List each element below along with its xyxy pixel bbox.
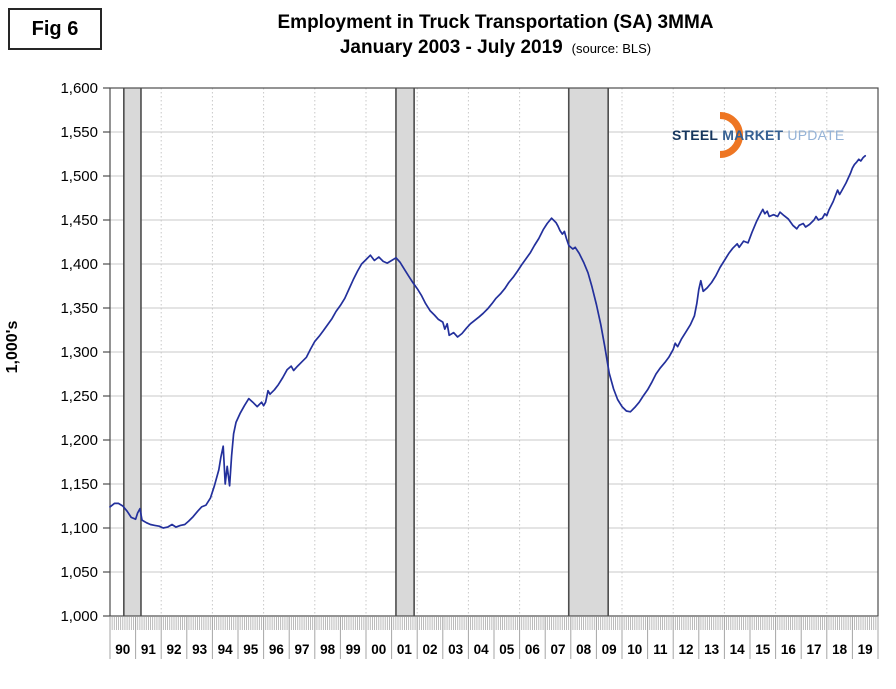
x-tick-label: 14 xyxy=(730,642,746,657)
x-tick-label: 09 xyxy=(602,642,617,657)
y-tick-label: 1,100 xyxy=(60,520,98,537)
x-tick-label: 90 xyxy=(115,642,130,657)
x-tick-label: 04 xyxy=(474,642,490,657)
y-tick-label: 1,550 xyxy=(60,124,98,141)
chart-title: Employment in Truck Transportation (SA) … xyxy=(277,12,714,33)
logo-crescent-icon xyxy=(719,112,743,158)
x-tick-label: 17 xyxy=(806,642,821,657)
y-tick-label: 1,450 xyxy=(60,212,98,229)
x-tick-label: 11 xyxy=(653,642,668,657)
x-tick-label: 96 xyxy=(269,642,285,657)
x-tick-label: 94 xyxy=(218,642,234,657)
x-tick-label: 06 xyxy=(525,642,541,657)
y-tick-label: 1,300 xyxy=(60,344,98,361)
figure-number-box: Fig 6 xyxy=(8,8,102,50)
steel-market-update-logo: STEEL MARKET UPDATE xyxy=(668,112,844,158)
chart-header: Employment in Truck Transportation (SA) … xyxy=(95,10,896,61)
recession-band xyxy=(123,88,141,616)
x-tick-label: 19 xyxy=(858,642,873,657)
x-tick-label: 16 xyxy=(781,642,797,657)
x-tick-label: 93 xyxy=(192,642,208,657)
x-tick-label: 03 xyxy=(448,642,464,657)
x-tick-label: 12 xyxy=(678,642,693,657)
figure-number-label: Fig 6 xyxy=(31,17,79,40)
x-tick-label: 07 xyxy=(550,642,565,657)
y-tick-label: 1,200 xyxy=(60,432,98,449)
x-tick-label: 15 xyxy=(755,642,771,657)
y-tick-label: 1,400 xyxy=(60,256,98,273)
x-tick-label: 92 xyxy=(166,642,181,657)
employment-line-series xyxy=(109,154,867,529)
x-tick-label: 91 xyxy=(141,642,157,657)
y-tick-label: 1,500 xyxy=(60,168,98,185)
x-tick-label: 10 xyxy=(627,642,642,657)
x-tick-label: 00 xyxy=(371,642,386,657)
x-tick-label: 97 xyxy=(294,642,309,657)
chart-source-note: (source: BLS) xyxy=(571,41,652,56)
x-tick-label: 08 xyxy=(576,642,592,657)
x-tick-label: 18 xyxy=(832,642,848,657)
y-tick-label: 1,000 xyxy=(60,608,98,625)
logo-word-market: MARKET xyxy=(722,127,784,143)
x-tick-label: 98 xyxy=(320,642,336,657)
x-tick-label: 02 xyxy=(422,642,437,657)
recession-band xyxy=(568,88,609,616)
y-tick-label: 1,250 xyxy=(60,388,98,405)
y-tick-label: 1,600 xyxy=(60,80,98,97)
chart-subtitle: January 2003 - July 2019 (source: BLS) xyxy=(95,36,896,61)
y-tick-label: 1,350 xyxy=(60,300,98,317)
logo-wordmark: STEEL MARKET UPDATE xyxy=(672,127,844,143)
x-tick-label: 99 xyxy=(346,642,361,657)
logo-word-steel: STEEL xyxy=(672,127,719,143)
recession-band xyxy=(395,88,415,616)
x-tick-label: 13 xyxy=(704,642,720,657)
x-tick-label: 05 xyxy=(499,642,515,657)
chart-subtitle-dates: January 2003 - July 2019 xyxy=(339,37,563,58)
logo-word-update: UPDATE xyxy=(787,127,845,143)
x-tick-label: 95 xyxy=(243,642,259,657)
x-tick-label: 01 xyxy=(397,642,413,657)
y-tick-label: 1,150 xyxy=(60,476,98,493)
y-tick-label: 1,050 xyxy=(60,564,98,581)
